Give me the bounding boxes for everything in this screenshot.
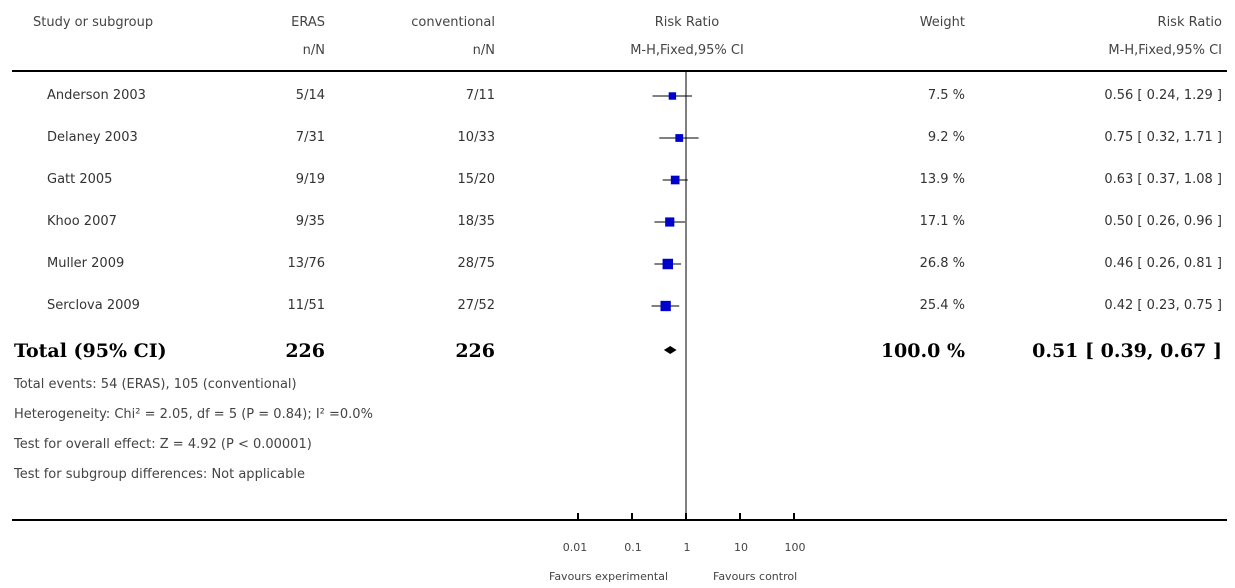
ctl-events: 18/35	[457, 214, 495, 229]
footnote-overall-effect: Test for overall effect: Z = 4.92 (P < 0…	[14, 437, 312, 452]
total-ctl: 226	[455, 340, 495, 362]
ci-value: 0.50 [ 0.26, 0.96 ]	[1104, 214, 1222, 229]
ci-value: 0.42 [ 0.23, 0.75 ]	[1104, 298, 1222, 313]
table-row: Khoo 2007 9/35 18/35 17.1 % 0.50 [ 0.26,…	[0, 214, 1235, 234]
effect-marker	[670, 175, 680, 185]
header-plot: Risk Ratio	[654, 15, 720, 30]
study-name: Anderson 2003	[47, 88, 146, 103]
ci-value: 0.75 [ 0.32, 1.71 ]	[1104, 130, 1222, 145]
total-label: Total (95% CI)	[14, 340, 167, 362]
bottom-rule	[12, 519, 1227, 521]
effect-marker	[675, 134, 684, 142]
header-ctl-sub: n/N	[472, 43, 495, 58]
total-exp: 226	[285, 340, 325, 362]
table-row: Muller 2009 13/76 28/75 26.8 % 0.46 [ 0.…	[0, 256, 1235, 276]
weight-value: 26.8 %	[919, 256, 965, 271]
ctl-events: 28/75	[457, 256, 495, 271]
study-name: Gatt 2005	[47, 172, 113, 187]
header-study: Study or subgroup	[33, 15, 154, 30]
pooled-diamond	[663, 346, 677, 354]
table-row: Gatt 2005 9/19 15/20 13.9 % 0.63 [ 0.37,…	[0, 172, 1235, 192]
header-rule	[12, 70, 1227, 72]
footnote-events: Total events: 54 (ERAS), 105 (convention…	[14, 377, 297, 392]
table-row: Serclova 2009 11/51 27/52 25.4 % 0.42 [ …	[0, 298, 1235, 318]
weight-value: 25.4 %	[919, 298, 965, 313]
header-plot-sub: M-H,Fixed,95% CI	[630, 43, 744, 58]
study-name: Delaney 2003	[47, 130, 138, 145]
header-rr: Risk Ratio	[1157, 15, 1222, 30]
ctl-events: 15/20	[457, 172, 495, 187]
ctl-events: 10/33	[457, 130, 495, 145]
header-exp-sub: n/N	[302, 43, 325, 58]
total-weight: 100.0 %	[880, 340, 965, 362]
header-ctl: conventional	[411, 15, 495, 30]
footnote-subgroup: Test for subgroup differences: Not appli…	[14, 467, 306, 482]
ctl-events: 7/11	[465, 88, 495, 103]
favours-experimental-label: Favours experimental	[549, 570, 668, 583]
total-ci: 0.51 [ 0.39, 0.67 ]	[1032, 340, 1222, 362]
ci-value: 0.46 [ 0.26, 0.81 ]	[1104, 256, 1222, 271]
study-name: Khoo 2007	[47, 214, 117, 229]
exp-events: 13/76	[287, 256, 325, 271]
footnote-heterogeneity: Heterogeneity: Chi² = 2.05, df = 5 (P = …	[14, 407, 373, 422]
tick-label-3: 10	[734, 541, 748, 554]
weight-value: 9.2 %	[927, 130, 965, 145]
study-name: Muller 2009	[47, 256, 125, 271]
tick-label-4: 100	[784, 541, 806, 554]
effect-marker	[665, 217, 675, 227]
table-row: Delaney 2003 7/31 10/33 9.2 % 0.75 [ 0.3…	[0, 130, 1235, 150]
ci-value: 0.56 [ 0.24, 1.29 ]	[1104, 88, 1222, 103]
effect-marker	[668, 92, 677, 100]
effect-marker	[662, 258, 674, 270]
ctl-events: 27/52	[457, 298, 495, 313]
weight-value: 17.1 %	[919, 214, 965, 229]
tick-label-1: 0.1	[624, 541, 642, 554]
tick-label-0: 0.01	[562, 541, 588, 554]
table-row: Anderson 2003 5/14 7/11 7.5 % 0.56 [ 0.2…	[0, 88, 1235, 108]
exp-events: 9/35	[295, 214, 325, 229]
exp-events: 11/51	[287, 298, 325, 313]
tick-label-2: 1	[683, 541, 691, 554]
header-rr-sub: M-H,Fixed,95% CI	[1108, 43, 1222, 58]
weight-value: 13.9 %	[919, 172, 965, 187]
exp-events: 9/19	[295, 172, 325, 187]
weight-value: 7.5 %	[927, 88, 965, 103]
header-weight: Weight	[919, 15, 965, 30]
study-name: Serclova 2009	[47, 298, 140, 313]
favours-control-label: Favours control	[713, 570, 798, 583]
effect-marker	[660, 300, 671, 312]
ci-value: 0.63 [ 0.37, 1.08 ]	[1104, 172, 1222, 187]
exp-events: 7/31	[295, 130, 325, 145]
header-exp: ERAS	[291, 15, 325, 30]
exp-events: 5/14	[295, 88, 325, 103]
